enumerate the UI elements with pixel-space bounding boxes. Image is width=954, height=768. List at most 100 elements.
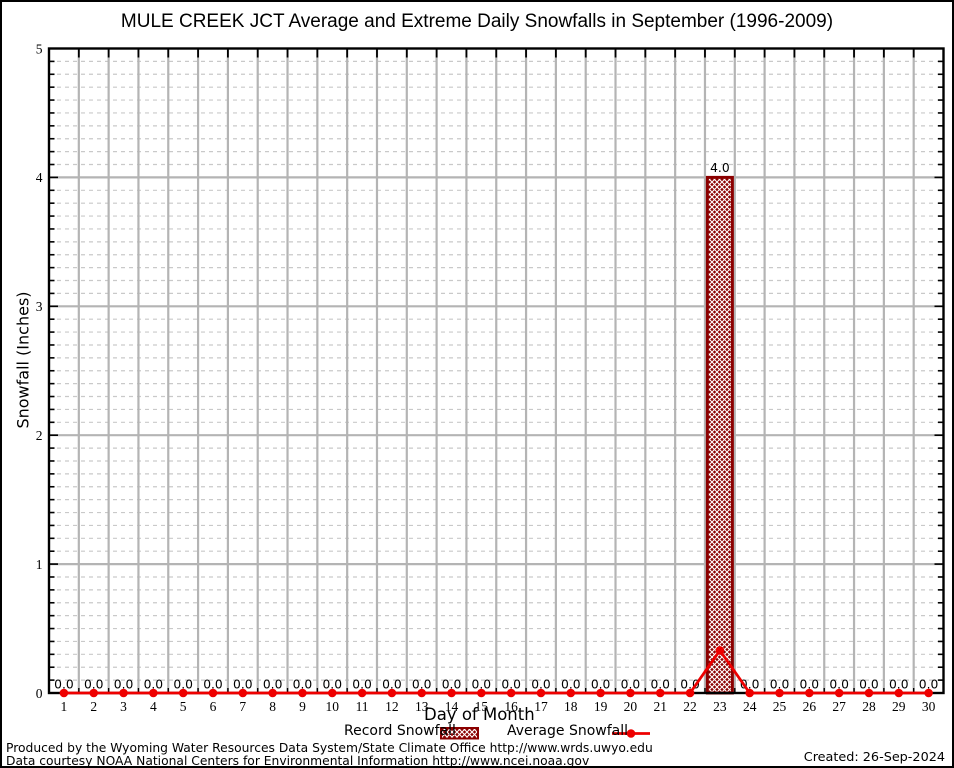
value-label: 0.0 xyxy=(233,678,253,692)
x-tick-label: 7 xyxy=(239,699,246,714)
value-label: 0.0 xyxy=(591,678,611,692)
x-tick-label: 3 xyxy=(120,699,127,714)
x-tick-label: 17 xyxy=(534,699,548,714)
average-marker xyxy=(834,688,844,698)
x-tick-label: 24 xyxy=(743,699,757,714)
y-tick-label: 5 xyxy=(36,41,43,56)
average-marker xyxy=(178,688,188,698)
x-tick-label: 9 xyxy=(299,699,306,714)
x-tick-label: 4 xyxy=(150,699,157,714)
average-marker xyxy=(566,688,576,698)
x-tick-label: 25 xyxy=(773,699,787,714)
value-label: 0.0 xyxy=(889,678,909,692)
value-label: 0.0 xyxy=(144,678,164,692)
average-marker xyxy=(268,688,277,698)
average-marker xyxy=(59,688,69,698)
value-label: 0.0 xyxy=(621,678,641,692)
value-label: 0.0 xyxy=(54,678,74,692)
chart-title: MULE CREEK JCT Average and Extreme Daily… xyxy=(120,11,834,32)
x-tick-label: 15 xyxy=(475,699,489,714)
value-label: 0.0 xyxy=(382,678,402,692)
value-label: 0.0 xyxy=(412,678,432,692)
average-marker xyxy=(685,688,695,698)
x-tick-label: 29 xyxy=(892,699,906,714)
x-tick-label: 13 xyxy=(415,699,429,714)
value-label: 0.0 xyxy=(442,678,462,692)
x-tick-label: 1 xyxy=(61,699,68,714)
average-marker xyxy=(447,688,456,698)
x-tick-label: 20 xyxy=(624,699,638,714)
value-label: 0.0 xyxy=(919,678,939,692)
x-tick-label: 21 xyxy=(653,699,667,714)
x-tick-label: 22 xyxy=(683,699,697,714)
value-label: 0.0 xyxy=(829,678,849,692)
x-tick-label: 28 xyxy=(862,699,876,714)
average-marker xyxy=(298,688,307,698)
average-marker xyxy=(536,688,546,698)
legend-record-snowfall-label: Record Snowfall xyxy=(344,723,456,739)
y-tick-label: 2 xyxy=(36,428,43,443)
x-tick-label: 30 xyxy=(922,699,936,714)
average-marker xyxy=(477,688,486,698)
value-label: 0.0 xyxy=(531,678,551,692)
average-line xyxy=(63,648,929,695)
x-tick-label: 23 xyxy=(713,699,727,714)
average-marker xyxy=(596,688,605,698)
value-label: 0.0 xyxy=(203,678,223,692)
average-marker xyxy=(119,688,128,698)
average-marker xyxy=(357,688,367,698)
x-tick-label: 27 xyxy=(832,699,846,714)
x-tick-label: 19 xyxy=(594,699,608,714)
footer-produced-by: Produced by the Wyoming Water Resources … xyxy=(6,741,653,755)
value-label: 0.0 xyxy=(800,678,820,692)
value-label: 0.0 xyxy=(650,678,670,692)
value-label: 0.0 xyxy=(84,678,104,692)
average-marker xyxy=(506,688,516,698)
value-label: 0.0 xyxy=(770,678,790,692)
average-marker xyxy=(238,688,248,698)
average-marker xyxy=(89,688,99,698)
value-label: 0.0 xyxy=(561,678,581,692)
value-label: 0.0 xyxy=(501,678,521,692)
x-tick-label: 26 xyxy=(803,699,817,714)
value-label: 0.0 xyxy=(263,678,283,692)
value-label: 0.0 xyxy=(322,678,342,692)
average-marker xyxy=(149,688,158,698)
value-label: 0.0 xyxy=(114,678,134,692)
average-marker xyxy=(864,688,874,698)
value-label: 4.0 xyxy=(710,161,730,175)
average-marker xyxy=(924,688,933,698)
x-tick-label: 8 xyxy=(269,699,276,714)
y-tick-label: 1 xyxy=(36,557,43,572)
value-label: 0.0 xyxy=(859,678,879,692)
average-marker xyxy=(626,688,635,698)
legend-average-snowfall-label: Average Snowfall xyxy=(507,723,629,739)
y-axis-title: Snowfall (Inches) xyxy=(13,291,33,429)
x-tick-label: 5 xyxy=(180,699,187,714)
y-tick-label: 3 xyxy=(36,299,43,314)
x-tick-label: 18 xyxy=(564,699,578,714)
value-label: 0.0 xyxy=(293,678,313,692)
x-tick-label: 12 xyxy=(385,699,399,714)
value-label: 0.0 xyxy=(352,678,372,692)
record-bar-day-23 xyxy=(705,175,734,695)
average-marker xyxy=(387,688,397,698)
y-tick-label: 4 xyxy=(36,170,43,185)
footer-data-courtesy: Data courtesy NOAA National Centers for … xyxy=(6,754,590,768)
average-marker xyxy=(775,688,784,698)
average-marker xyxy=(715,646,725,655)
average-marker xyxy=(417,688,427,698)
x-tick-label: 6 xyxy=(210,699,217,714)
x-axis-title: Day of Month xyxy=(424,705,535,724)
x-tick-label: 16 xyxy=(504,699,518,714)
average-marker xyxy=(745,688,754,698)
value-label: 0.0 xyxy=(472,678,492,692)
average-marker xyxy=(805,688,814,698)
x-tick-label: 14 xyxy=(445,699,459,714)
y-tick-label: 0 xyxy=(36,686,43,701)
average-marker xyxy=(894,688,904,698)
value-label: 0.0 xyxy=(173,678,193,692)
x-tick-label: 11 xyxy=(356,699,369,714)
